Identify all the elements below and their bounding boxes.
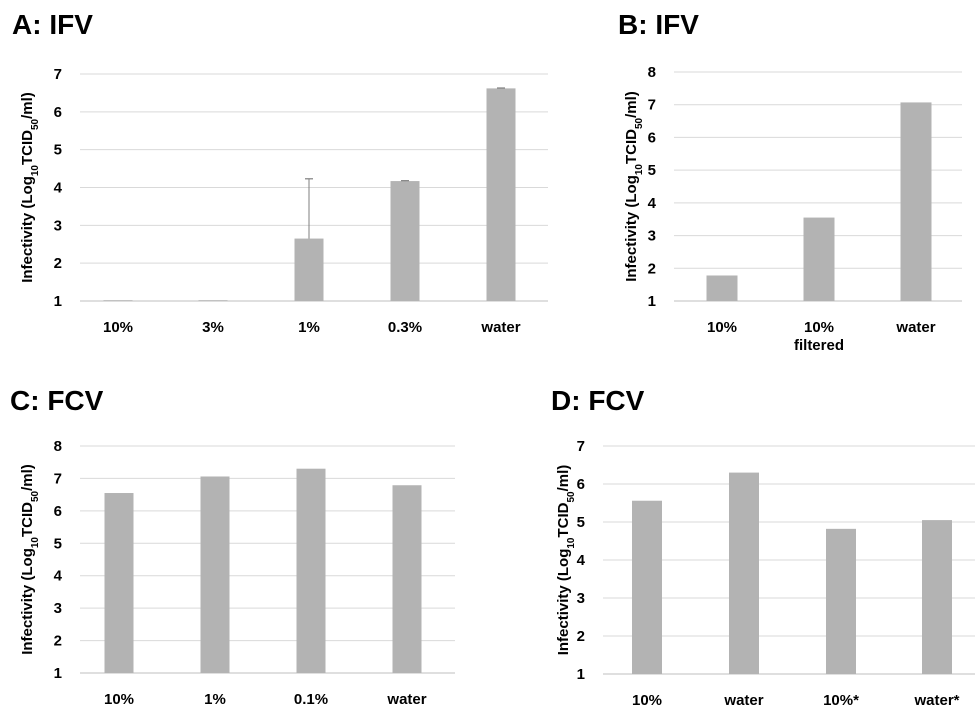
bar [392,485,422,673]
bar [200,476,230,673]
y-axis-title-part: Infectivity (Log [555,549,572,656]
y-axis-title-subscript: 10 [634,164,645,176]
y-axis-title-part: /ml) [555,465,572,492]
y-tick-label: 8 [54,438,62,455]
y-axis-title-part: Infectivity (Log [19,548,36,655]
x-tick-label: 0.3% [388,319,422,336]
y-axis-title-part: /ml) [19,464,36,491]
y-axis-title: Infectivity (Log10TCID50/ml) [19,92,41,283]
y-tick-label: 6 [54,104,62,121]
x-tick-label: 10% [632,692,662,709]
panel-c: C: FCV 1 2 3 4 5 6 7 8 10% 1% 0.1% water Infectivity … [10,385,455,708]
y-tick-label: 3 [648,228,656,245]
panel-d: D: FCV 1 2 3 4 5 6 7 10% water 10%* water* Infectivi… [551,385,975,709]
y-tick-label: 5 [54,142,62,159]
bar [486,88,516,301]
x-tick-label: water [895,319,935,336]
bar [296,468,326,673]
x-tick-label: 10% [103,319,133,336]
y-tick-label: 6 [648,129,656,146]
bar [294,238,324,301]
bar [706,275,738,301]
x-tick-label: 10% [707,319,737,336]
x-tick-label: 1% [298,319,320,336]
y-axis-title-part: TCID [555,502,572,537]
x-tick-label: water* [913,692,959,709]
bar [922,520,952,674]
bar [803,217,835,301]
y-tick-label: 3 [577,590,585,607]
y-tick-label: 7 [577,438,585,455]
y-tick-label: 5 [54,535,62,552]
y-tick-label: 1 [577,666,585,683]
y-tick-label: 6 [577,476,585,493]
bar [198,300,228,301]
bar [729,472,759,674]
y-tick-label: 4 [648,195,657,212]
panel-title: D: FCV [551,385,645,416]
x-tick-label: water [480,319,520,336]
x-tick-label: filtered [794,337,844,354]
bar [900,102,932,301]
y-axis-title: Infectivity (Log10TCID50/ml) [623,91,645,282]
y-tick-label: 6 [54,503,62,520]
y-tick-label: 2 [54,633,62,650]
x-tick-label: water [386,691,426,708]
x-tick-label: 0.1% [294,691,328,708]
bar [103,300,133,301]
y-axis-title-part: /ml) [19,92,36,119]
y-tick-label: 8 [648,64,656,81]
y-tick-label: 2 [54,255,62,272]
x-tick-label: water [723,692,763,709]
y-tick-label: 4 [577,552,586,569]
y-axis-title-part: Infectivity (Log [623,175,640,282]
y-tick-label: 7 [648,97,656,114]
panel-title: C: FCV [10,385,104,416]
y-tick-label: 1 [54,293,62,310]
x-tick-label: 1% [204,691,226,708]
y-tick-label: 2 [648,260,656,277]
y-axis-title-subscript: 50 [30,490,41,502]
y-tick-label: 3 [54,217,62,234]
y-tick-label: 4 [54,568,63,585]
y-tick-label: 1 [54,665,62,682]
y-axis-title: Infectivity (Log10TCID50/ml) [19,464,41,655]
x-tick-label: 10% [104,691,134,708]
y-axis-title-part: TCID [19,130,36,165]
x-tick-label: 10%* [823,692,859,709]
x-tick-label: 10% [804,319,834,336]
y-tick-label: 5 [648,162,656,179]
y-tick-label: 1 [648,293,656,310]
y-axis-title-part: TCID [19,502,36,537]
y-axis-title-subscript: 50 [634,117,645,129]
y-axis-title-subscript: 50 [566,491,577,503]
y-tick-label: 2 [577,628,585,645]
y-axis-title-subscript: 50 [30,118,41,130]
y-axis-title-part: /ml) [623,91,640,118]
y-axis-title-part: Infectivity (Log [19,176,36,283]
y-tick-label: 7 [54,470,62,487]
bar [632,500,662,674]
bar [390,181,420,301]
panel-a: A: IFV 1 2 3 4 5 6 7 10% 3% 1% 0.3% water Infectivity… [12,9,548,336]
y-tick-label: 3 [54,600,62,617]
y-tick-label: 5 [577,514,585,531]
y-axis-title-part: TCID [623,129,640,164]
panel-title: A: IFV [12,9,93,40]
x-tick-label: 3% [202,319,224,336]
bar [826,528,856,674]
y-tick-label: 4 [54,180,63,197]
y-axis-title-subscript: 10 [566,537,577,549]
y-axis-title-subscript: 10 [30,537,41,549]
y-tick-label: 7 [54,66,62,83]
bar [104,493,134,673]
y-axis-title: Infectivity (Log10TCID50/ml) [555,465,577,656]
panel-title: B: IFV [618,9,699,40]
y-axis-title-subscript: 10 [30,165,41,177]
